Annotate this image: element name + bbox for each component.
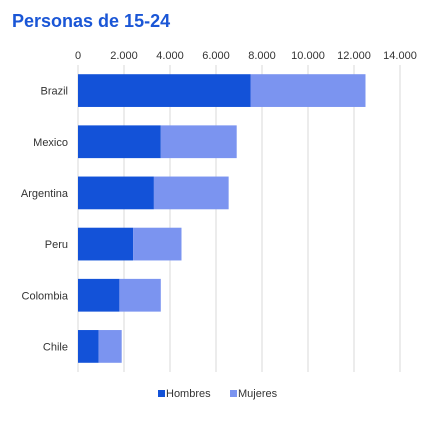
bars (78, 74, 366, 363)
x-tick-label: 2.000 (110, 50, 138, 62)
legend-swatch (158, 390, 165, 397)
legend-label: Mujeres (238, 388, 278, 400)
x-tick-label: 4.000 (156, 50, 184, 62)
bar-mujeres-argentina (153, 176, 229, 210)
chart-title: Personas de 15-24 (12, 11, 171, 31)
bar-mujeres-peru (133, 227, 182, 261)
bar-hombres-argentina (78, 176, 154, 210)
x-tick-label: 14.000 (383, 50, 417, 62)
bar-mujeres-chile (98, 330, 122, 363)
x-axis-ticks: 0 2.000 4.000 6.000 8.000 10.000 12.000 14.000 (75, 50, 417, 62)
bar-hombres-brazil (78, 74, 251, 107)
x-tick-label: 8.000 (248, 50, 276, 62)
bar-mujeres-brazil (250, 74, 366, 107)
x-tick-label: 10.000 (291, 50, 325, 62)
x-tick-label: 0 (75, 50, 81, 62)
category-label: Peru (45, 239, 68, 251)
x-tick-label: 12.000 (337, 50, 371, 62)
category-label: Colombia (22, 290, 69, 302)
category-label: Argentina (21, 188, 69, 200)
bar-mujeres-mexico (160, 125, 237, 159)
gridlines (77, 65, 401, 372)
legend-label: Hombres (166, 388, 211, 400)
bar-hombres-chile (78, 330, 99, 363)
category-label: Brazil (40, 86, 68, 98)
category-label: Chile (43, 341, 68, 353)
bar-hombres-mexico (78, 125, 161, 159)
category-labels: Brazil Mexico Argentina Peru Colombia Chile (21, 86, 69, 354)
x-tick-label: 6.000 (202, 50, 230, 62)
legend: Hombres Mujeres (158, 388, 278, 400)
category-label: Mexico (33, 137, 68, 149)
bar-mujeres-colombia (119, 278, 161, 312)
bar-hombres-peru (78, 227, 134, 261)
legend-swatch (230, 390, 237, 397)
bar-hombres-colombia (78, 278, 120, 312)
